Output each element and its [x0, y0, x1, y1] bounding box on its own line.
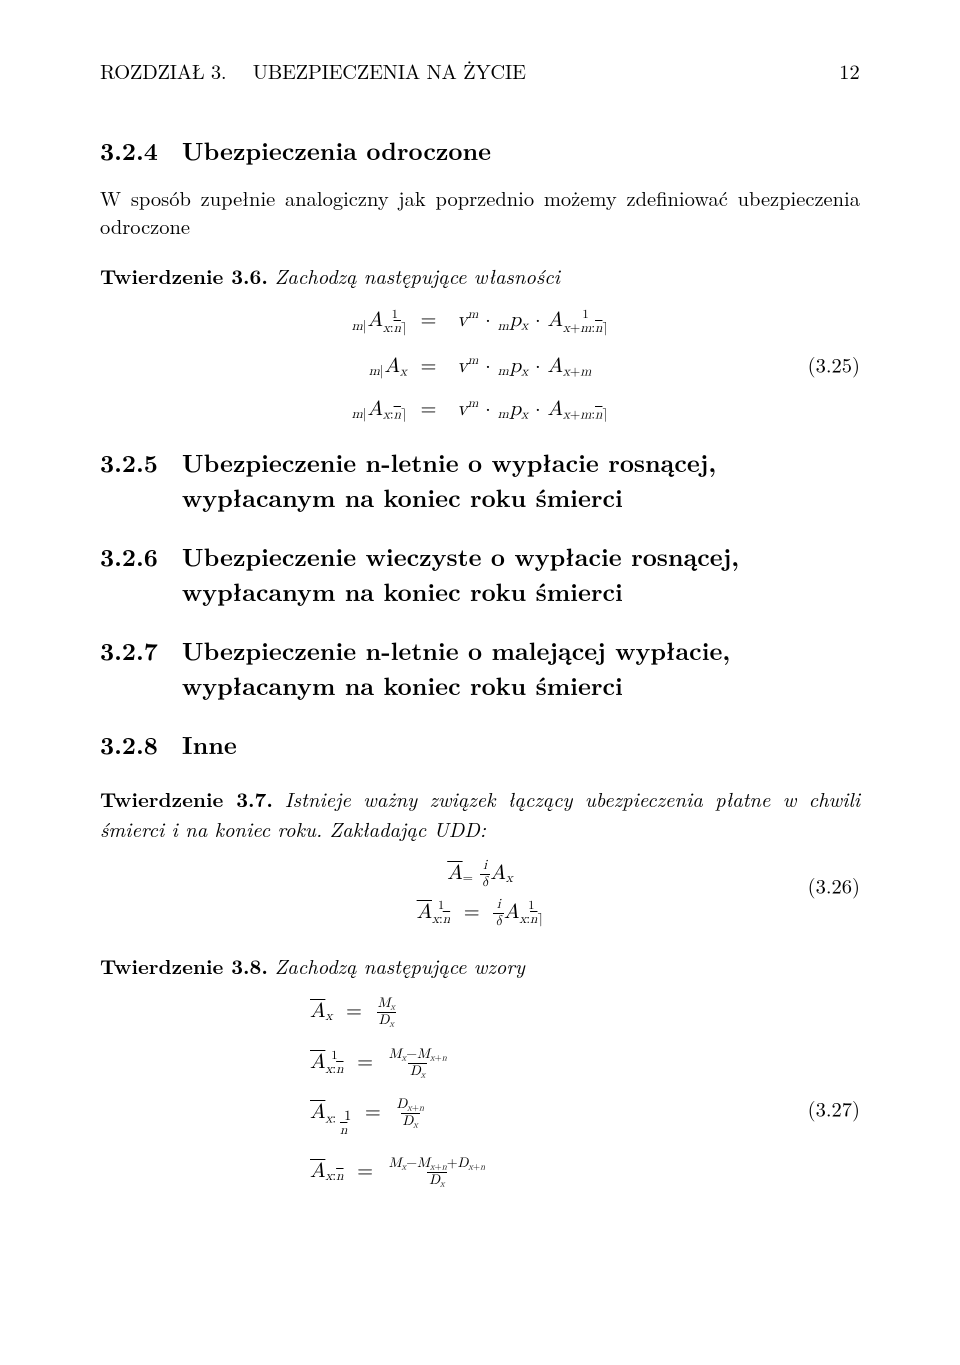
equation-number: (3.27): [808, 1093, 860, 1122]
page-number: 12: [839, 56, 860, 85]
eq-3-26-line1: A= iδAx: [447, 859, 513, 890]
section-number: 3.2.5: [100, 445, 158, 515]
equation-3-27: Ax = MxDx A1x:n = Mx−Mx+nDx Ax:1n = Dx+n…: [100, 997, 860, 1188]
section-3-2-8-heading: 3.2.8 Inne: [100, 727, 860, 762]
theorem-label-bold: Twierdzenie 3.6.: [100, 262, 268, 291]
chapter-label-title: UBEZPIECZENIA NA ŻYCIE: [253, 56, 526, 85]
section-title: Inne: [182, 727, 860, 762]
section-number: 3.2.6: [100, 539, 158, 609]
chapter-label: ROZDZIAŁ 3. UBEZPIECZENIA NA ŻYCIE: [100, 56, 526, 85]
section-number: 3.2.7: [100, 633, 158, 703]
eq-3-25-line1: m|A1x:n⌉ = vm · mpx · A1x+m:n⌉: [352, 307, 609, 335]
section-3-2-6-heading: 3.2.6 Ubezpieczenie wieczyste o wypłacie…: [100, 539, 860, 609]
eq-3-26-line2: A1x:n = iδA1x:n⌉: [417, 898, 544, 929]
eq-3-27-line4: Ax:n = Mx−Mx+n+Dx+nDx: [310, 1157, 487, 1188]
equation-3-25: m|A1x:n⌉ = vm · mpx · A1x+m:n⌉ m|Ax = vm…: [100, 307, 860, 421]
chapter-label-left: ROZDZIAŁ 3.: [100, 56, 226, 85]
theorem-3-7-label: Twierdzenie 3.7. Istnieje ważny związek …: [100, 784, 860, 843]
equation-3-26: A= iδAx A1x:n = iδA1x:n⌉ (3.26): [100, 859, 860, 929]
theorem-label-bold: Twierdzenie 3.8.: [100, 952, 268, 981]
eq-3-27-line2: A1x:n = Mx−Mx+nDx: [310, 1048, 449, 1079]
section-title: Ubezpieczenie wieczyste o wypłacie rosną…: [182, 539, 860, 609]
section-number: 3.2.8: [100, 727, 158, 762]
eq-3-25-line2: m|Ax = vm · mpx · Ax+m: [369, 353, 592, 378]
section-title: Ubezpieczenie n-letnie o wypłacie rosnąc…: [182, 445, 860, 515]
section-number: 3.2.4: [100, 133, 158, 168]
running-header: ROZDZIAŁ 3. UBEZPIECZENIA NA ŻYCIE 12: [100, 56, 860, 85]
theorem-3-6-label: Twierdzenie 3.6. Zachodzą następujące wł…: [100, 261, 860, 291]
section-3-2-7-heading: 3.2.7 Ubezpieczenie n-letnie o malejącej…: [100, 633, 860, 703]
section-3-2-5-heading: 3.2.5 Ubezpieczenie n-letnie o wypłacie …: [100, 445, 860, 515]
section-title: Ubezpieczenie n-letnie o malejącej wypła…: [182, 633, 860, 703]
eq-3-27-line3: Ax:1n = Dx+nDx: [310, 1098, 426, 1137]
equation-number: (3.26): [808, 871, 860, 900]
section-3-2-4-para: W sposób zupełnie analogiczny jak poprze…: [100, 184, 860, 239]
theorem-3-8-label: Twierdzenie 3.8. Zachodzą następujące wz…: [100, 951, 860, 981]
eq-3-25-line3: m|Ax:n⌉ = vm · mpx · Ax+m:n⌉: [352, 396, 609, 421]
section-title: Ubezpieczenia odroczone: [182, 133, 491, 168]
equation-number: (3.25): [808, 350, 860, 379]
theorem-label-ital: Zachodzą następujące własności: [275, 261, 560, 290]
eq-3-27-line1: Ax = MxDx: [310, 997, 397, 1028]
section-3-2-4-heading: 3.2.4 Ubezpieczenia odroczone: [100, 133, 860, 168]
theorem-label-bold: Twierdzenie 3.7.: [100, 785, 273, 814]
theorem-label-ital: Zachodzą następujące wzory: [275, 951, 525, 980]
